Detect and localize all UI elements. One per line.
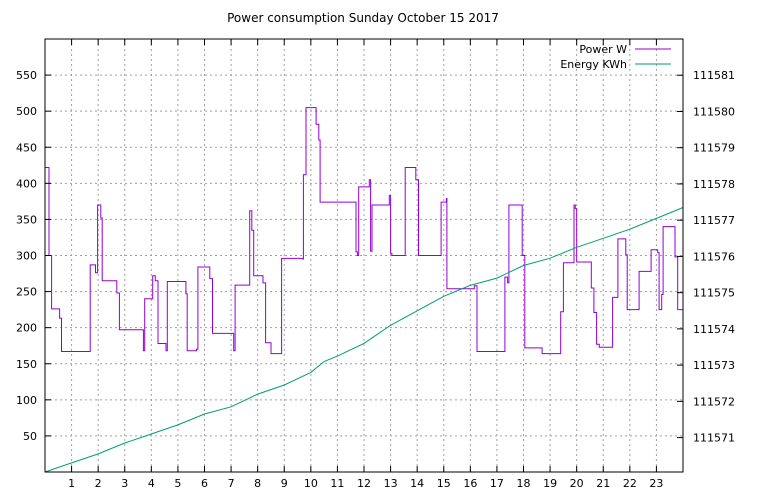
x-tick-label: 2 xyxy=(95,477,102,490)
grid xyxy=(45,39,683,472)
y-tick-label: 200 xyxy=(16,322,37,335)
x-tick-label: 23 xyxy=(649,477,663,490)
x-tick-label: 7 xyxy=(228,477,235,490)
y-tick-label: 250 xyxy=(16,286,37,299)
series-layer xyxy=(44,107,684,473)
y-tick-label: 550 xyxy=(16,69,37,82)
x-tick-label: 15 xyxy=(437,477,451,490)
x-tick-label: 18 xyxy=(517,477,531,490)
x-tick-label: 6 xyxy=(201,477,208,490)
x-tick-label: 9 xyxy=(281,477,288,490)
x-tick-label: 22 xyxy=(623,477,637,490)
series-line-power xyxy=(45,107,683,355)
x-tick-label: 16 xyxy=(463,477,477,490)
x-tick-label: 12 xyxy=(357,477,371,490)
y2-tick-label: 111579 xyxy=(693,142,735,155)
y2-tick-label: 111577 xyxy=(693,214,735,227)
x-tick-label: 8 xyxy=(254,477,261,490)
y2-tick-label: 111575 xyxy=(693,287,735,300)
y2-tick-label: 111571 xyxy=(693,432,735,445)
x-tick-label: 13 xyxy=(384,477,398,490)
y-tick-label: 150 xyxy=(16,358,37,371)
series-line-energy xyxy=(44,207,684,473)
chart-title: Power consumption Sunday October 15 2017 xyxy=(227,11,499,25)
x-tick-label: 14 xyxy=(410,477,424,490)
x-tick-label: 11 xyxy=(330,477,344,490)
legend-label: Energy KWh xyxy=(560,58,627,71)
y2-tick-label: 111573 xyxy=(693,359,735,372)
y-tick-label: 500 xyxy=(16,105,37,118)
x-tick-label: 4 xyxy=(148,477,155,490)
y2-tick-label: 111574 xyxy=(693,323,735,336)
x-tick-label: 20 xyxy=(570,477,584,490)
x-tick-label: 21 xyxy=(596,477,610,490)
y-tick-label: 300 xyxy=(16,250,37,263)
x-tick-label: 1 xyxy=(68,477,75,490)
y-tick-label: 350 xyxy=(16,213,37,226)
x-tick-label: 5 xyxy=(174,477,181,490)
y2-tick-label: 111578 xyxy=(693,178,735,191)
y2-tick-label: 111580 xyxy=(693,105,735,118)
legend: Power W Energy KWh xyxy=(560,43,671,71)
y-tick-label: 400 xyxy=(16,177,37,190)
y-tick-label: 50 xyxy=(23,430,37,443)
x-tick-label: 17 xyxy=(490,477,504,490)
y2-tick-label: 111581 xyxy=(693,69,735,82)
x-tick-label: 19 xyxy=(543,477,557,490)
x-tick-label: 3 xyxy=(121,477,128,490)
y2-tick-label: 111572 xyxy=(693,395,735,408)
x-tick-label: 10 xyxy=(304,477,318,490)
legend-label: Power W xyxy=(579,43,627,56)
y2-tick-label: 111576 xyxy=(693,250,735,263)
ticks: 1 2 3 4 5 6 7 8 9 10 11 12 13 14 15 16 17 18 19 20 21 22 23501… xyxy=(16,39,735,490)
y-tick-label: 450 xyxy=(16,141,37,154)
y-tick-label: 100 xyxy=(16,394,37,407)
